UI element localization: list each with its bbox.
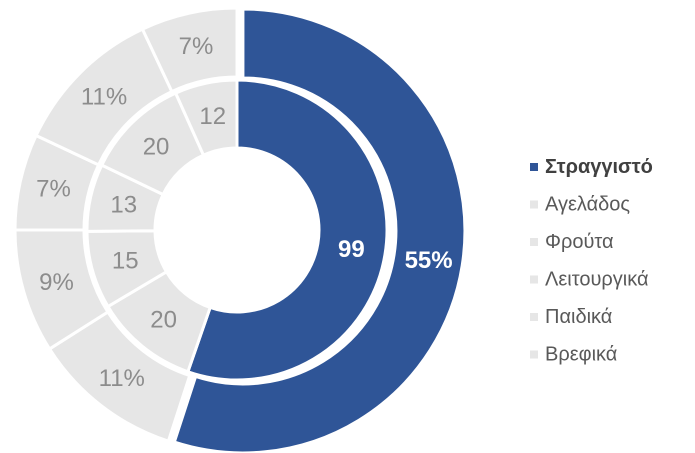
legend-marker [530, 313, 538, 321]
inner-label: 20 [150, 306, 177, 333]
outer-label: 9% [39, 269, 74, 296]
outer-label: 7% [179, 33, 214, 60]
outer-label: 11% [99, 365, 145, 392]
inner-label: 15 [112, 248, 139, 275]
legend-marker [530, 200, 538, 209]
inner-label: 12 [199, 103, 226, 130]
legend-label: Βρεφικά [545, 344, 617, 366]
inner-label: 99 [338, 236, 365, 263]
outer-slice [140, 6, 239, 94]
outer-label: 11% [81, 84, 127, 111]
inner-label: 13 [110, 191, 137, 218]
inner-slice [173, 78, 239, 158]
outer-label: 55% [405, 247, 453, 274]
legend-label: Παιδικά [545, 306, 612, 328]
legend-marker [530, 350, 538, 359]
legend-marker [530, 238, 538, 246]
legend-label: Αγελάδος [545, 194, 630, 216]
legend-label: Φρούτα [545, 231, 614, 253]
inner-slice [185, 78, 389, 382]
legend-marker [530, 275, 538, 284]
legend-label: Στραγγιστό [545, 156, 653, 178]
inner-label: 20 [143, 133, 170, 160]
outer-slice [172, 7, 467, 453]
legend-marker [530, 163, 538, 171]
outer-label: 7% [36, 175, 71, 202]
legend-label: Λειτουργικά [545, 269, 649, 291]
